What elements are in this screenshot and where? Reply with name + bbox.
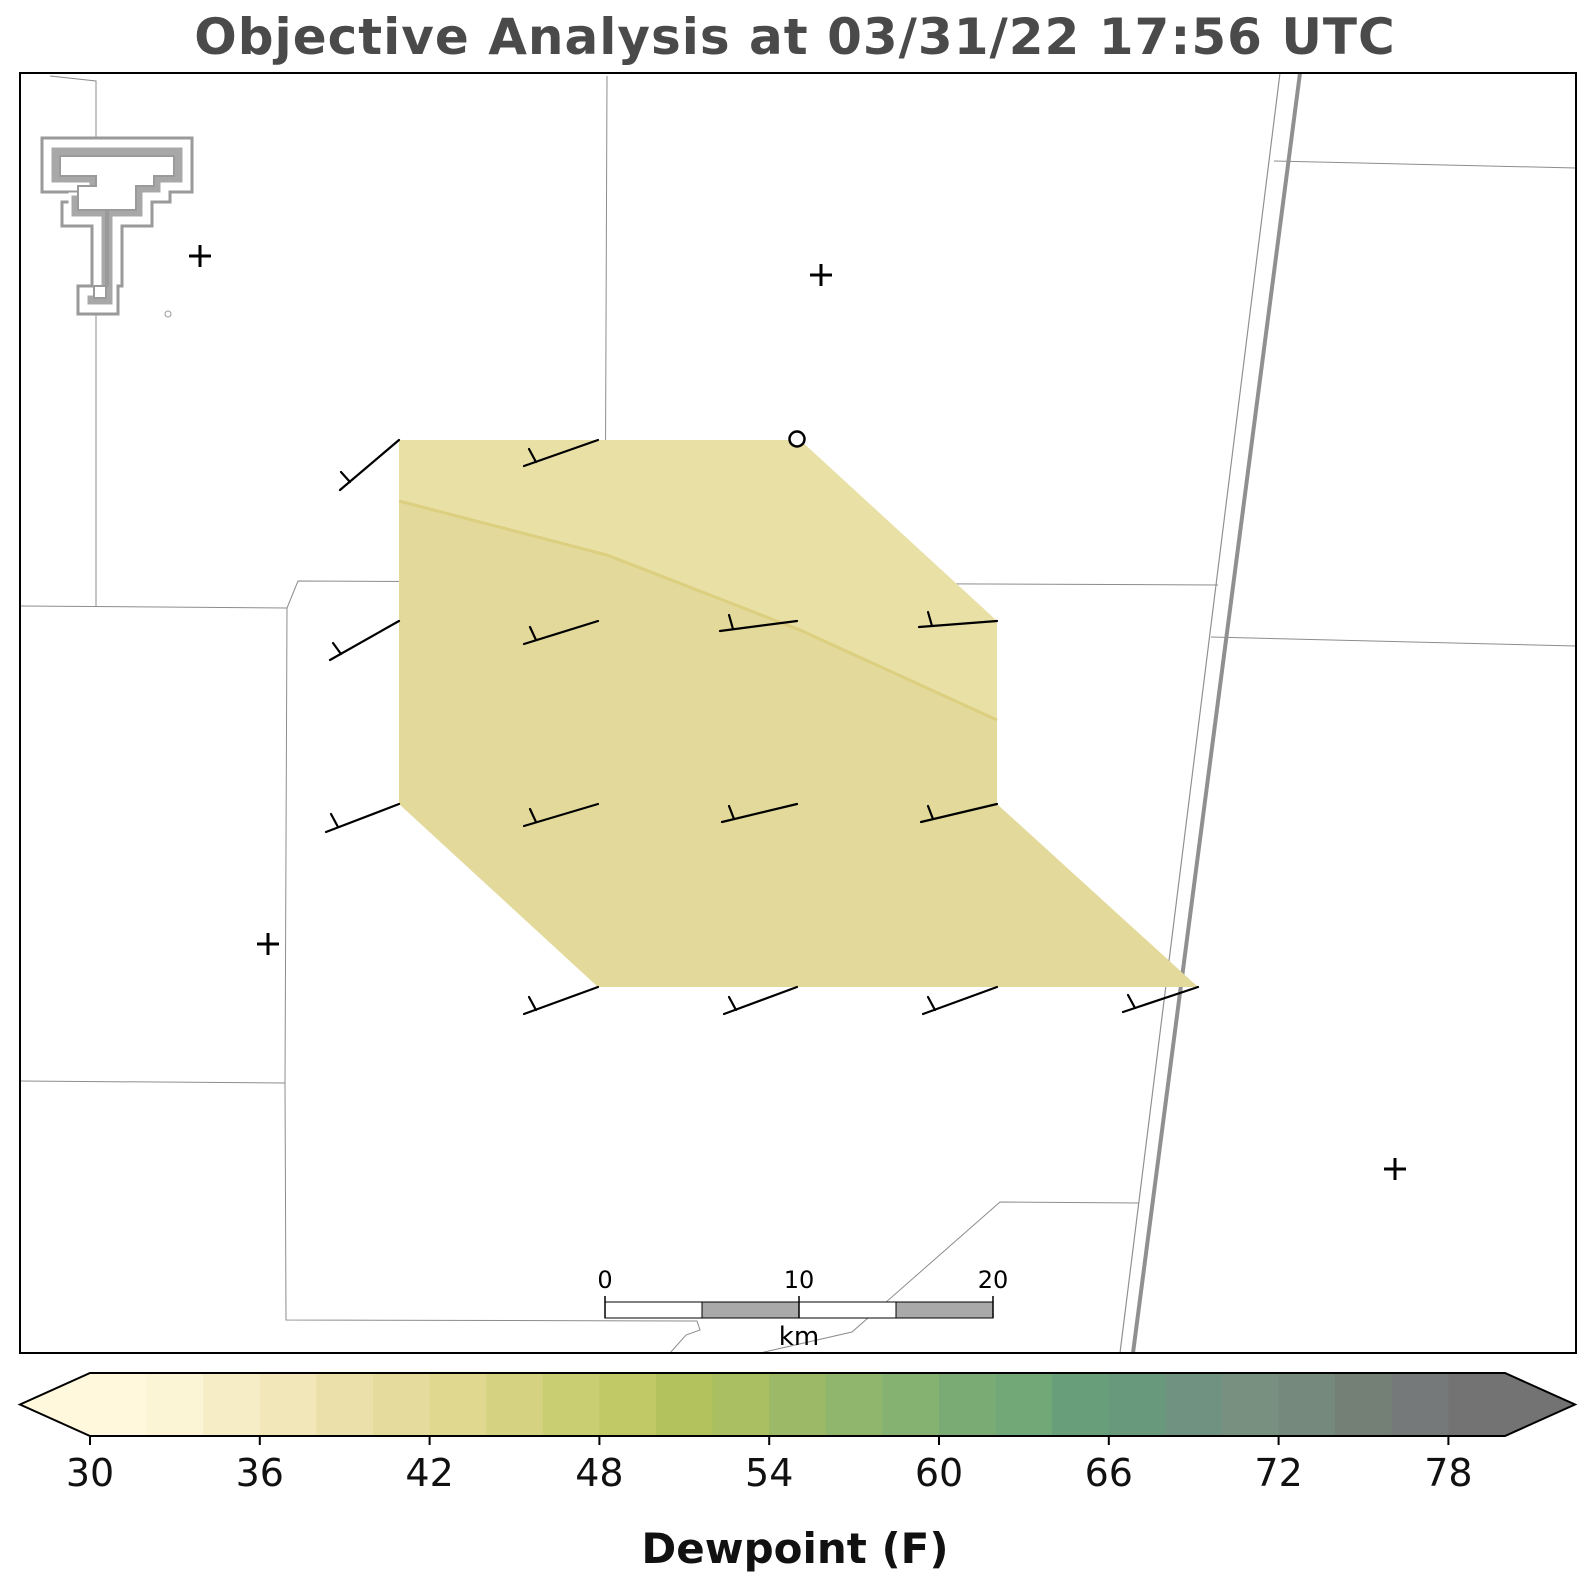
dewpoint-contour xyxy=(398,499,998,722)
scale-bar: 0 10 20 km xyxy=(597,1266,1008,1352)
wind-barb xyxy=(522,802,600,828)
colorbar-extend-max xyxy=(1505,1373,1575,1436)
scale-label-20: 20 xyxy=(978,1266,1009,1294)
colorbar-segment xyxy=(769,1373,827,1436)
colorbar-segment xyxy=(542,1373,600,1436)
colorbar-segment xyxy=(599,1373,657,1436)
colorbar-segment xyxy=(486,1373,544,1436)
scale-unit: km xyxy=(779,1322,819,1352)
state-line xyxy=(1131,73,1302,1353)
station-plus-marker xyxy=(810,264,832,286)
scale-label-10: 10 xyxy=(784,1266,815,1294)
wind-barb xyxy=(722,985,799,1016)
colorbar-label: Dewpoint (F) xyxy=(641,1524,949,1573)
colorbar-tick-label: 54 xyxy=(745,1451,793,1495)
colorbar-segment xyxy=(373,1373,431,1436)
colorbar-segment xyxy=(316,1373,374,1436)
colorbar-segment xyxy=(939,1373,997,1436)
station-plus-marker xyxy=(257,933,279,955)
wind-barb xyxy=(338,438,401,492)
county-line xyxy=(1210,636,1576,647)
colorbar-extend-min xyxy=(20,1373,90,1436)
state-line xyxy=(1119,73,1281,1353)
county-boundaries xyxy=(20,75,1576,1353)
map-frame xyxy=(19,72,1577,1354)
colorbar-segment xyxy=(825,1373,883,1436)
colorbar-segment xyxy=(656,1373,714,1436)
wind-barb xyxy=(522,985,600,1016)
colorbar-segment xyxy=(203,1373,261,1436)
county-line xyxy=(1273,160,1576,169)
state-boundary xyxy=(1119,73,1302,1353)
colorbar-segment xyxy=(995,1373,1053,1436)
colorbar-segment xyxy=(712,1373,770,1436)
colorbar-segment xyxy=(1335,1373,1393,1436)
colorbar-tick-label: 78 xyxy=(1424,1451,1472,1495)
dewpoint-analysis-fill xyxy=(399,440,1198,987)
wind-barb xyxy=(522,619,600,646)
colorbar-segment xyxy=(146,1373,204,1436)
wind-barb xyxy=(718,613,799,633)
colorbar-segment xyxy=(1108,1373,1166,1436)
colorbar-segment xyxy=(1222,1373,1280,1436)
colorbar-segment xyxy=(882,1373,940,1436)
station-plus-marker xyxy=(189,245,211,267)
colorbar-tick-label: 72 xyxy=(1254,1451,1302,1495)
scale-label-0: 0 xyxy=(597,1266,612,1294)
wind-barb xyxy=(324,802,401,834)
colorbar-tick-label: 36 xyxy=(236,1451,284,1495)
colorbar-segment xyxy=(90,1373,148,1436)
texas-tech-logo xyxy=(40,136,194,318)
colorbar-segment xyxy=(1448,1373,1506,1436)
colorbar-segment xyxy=(1052,1373,1110,1436)
colorbar-tick-label: 30 xyxy=(66,1451,114,1495)
county-line xyxy=(20,605,288,609)
colorbar-tick-label: 60 xyxy=(915,1451,963,1495)
wind-barb xyxy=(522,438,600,468)
wind-barb xyxy=(328,619,401,662)
colorbar-segment xyxy=(1165,1373,1223,1436)
station-plus-marker xyxy=(1384,1158,1406,1180)
colorbar-group: 30 36 42 48 54 60 66 72 78 xyxy=(17,1372,1578,1495)
colorbar-segment xyxy=(429,1373,487,1436)
wind-barb xyxy=(921,985,999,1016)
colorbar-segment xyxy=(259,1373,317,1436)
wind-barb xyxy=(1121,985,1200,1014)
wind-barb xyxy=(720,802,799,824)
county-line xyxy=(284,1082,701,1353)
station-markers xyxy=(189,245,1406,1180)
wind-barbs xyxy=(324,438,1200,1016)
county-line xyxy=(49,75,97,606)
dewpoint-lighter-band xyxy=(399,440,997,720)
county-line xyxy=(759,1201,1140,1353)
wind-barb xyxy=(917,610,999,629)
colorbar-tick-label: 48 xyxy=(575,1451,623,1495)
station-circle-marker xyxy=(788,430,806,448)
map-title: Objective Analysis at 03/31/22 17:56 UTC xyxy=(194,8,1396,66)
map-area: 0 10 20 km xyxy=(20,73,1576,1353)
colorbar-segment xyxy=(1278,1373,1336,1436)
wind-barb xyxy=(919,802,999,824)
colorbar-tick-label: 42 xyxy=(405,1451,453,1495)
colorbar-segment xyxy=(1391,1373,1449,1436)
colorbar-tick-label: 66 xyxy=(1085,1451,1133,1495)
